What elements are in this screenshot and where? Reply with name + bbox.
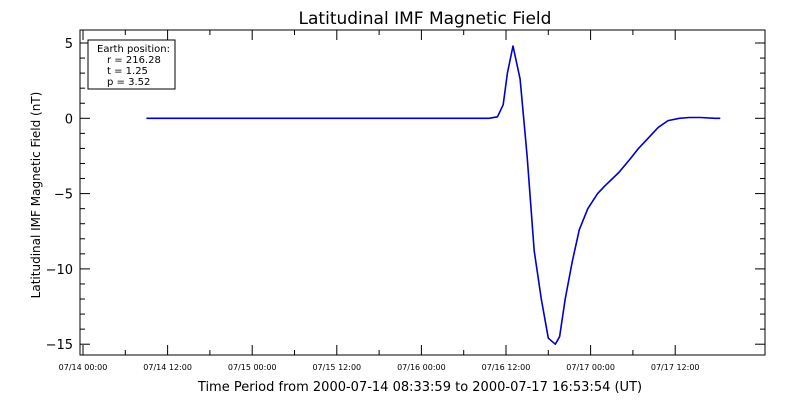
plot-area-frame <box>79 29 766 356</box>
y-tick-label: −5 <box>54 188 73 203</box>
legend-line-heading: Earth position: <box>97 44 170 55</box>
y-tick-label: 5 <box>65 37 73 52</box>
x-tick-label: 07/17 00:00 <box>566 363 615 372</box>
legend-line-r: r = 216.28 <box>107 55 161 66</box>
x-tick-label: 07/17 12:00 <box>651 363 700 372</box>
x-tick-label: 07/15 12:00 <box>312 363 361 372</box>
y-tick-label: −10 <box>46 263 73 278</box>
x-axis-ticks: 07/14 00:00 07/14 12:00 07/15 00:00 07/15 1… <box>59 30 700 372</box>
legend-box: Earth position: r = 216.28 t = 1.25 p = … <box>87 39 176 90</box>
legend-line-p: p = 3.52 <box>107 77 150 88</box>
x-axis-label: Time Period from 2000-07-14 08:33:59 to … <box>197 380 642 395</box>
series-line-latitudinal-imf <box>146 45 721 345</box>
x-tick-label: 07/16 12:00 <box>482 363 531 372</box>
legend-frame <box>87 39 176 90</box>
legend-line-t: t = 1.25 <box>107 66 148 77</box>
x-tick-label: 07/16 00:00 <box>397 363 446 372</box>
x-tick-label: 07/14 12:00 <box>143 363 192 372</box>
y-axis-ticks: 5 0 −5 −10 −15 <box>46 37 765 353</box>
y-tick-label: 0 <box>65 112 73 127</box>
y-tick-label: −15 <box>46 338 73 353</box>
x-tick-label: 07/15 00:00 <box>228 363 277 372</box>
chart-title: Latitudinal IMF Magnetic Field <box>299 9 552 29</box>
y-axis-label: Latitudinal IMF Magnetic Field (nT) <box>29 92 43 299</box>
x-tick-label: 07/14 00:00 <box>59 363 108 372</box>
